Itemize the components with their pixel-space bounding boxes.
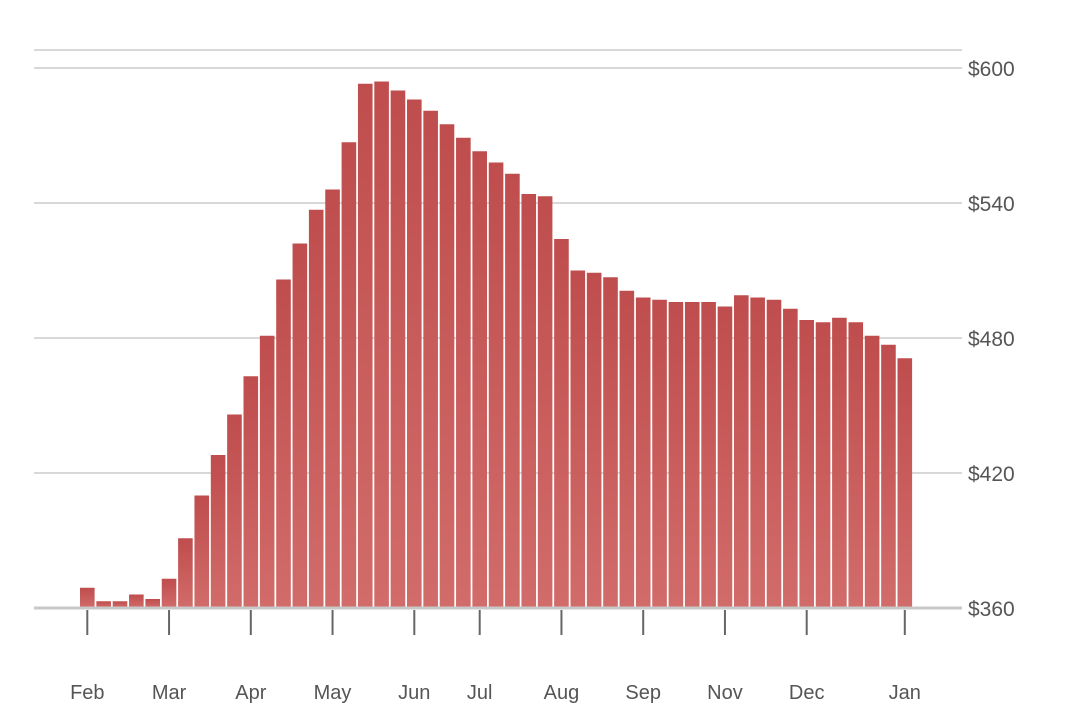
bar-series xyxy=(80,81,913,608)
bar xyxy=(194,495,210,608)
bar xyxy=(717,306,733,608)
x-tick-label: Nov xyxy=(707,682,743,704)
bar xyxy=(864,335,880,608)
bar xyxy=(341,142,357,608)
bar xyxy=(750,297,765,608)
bar xyxy=(145,599,160,608)
bar xyxy=(407,99,422,608)
bar xyxy=(227,414,242,608)
bar xyxy=(635,297,651,608)
bar xyxy=(799,320,814,608)
bar xyxy=(456,137,471,608)
x-axis: Feb Mar Apr May Jun Jul Aug Sep Nov Dec Jan xyxy=(70,610,921,704)
bar xyxy=(586,272,602,608)
y-tick-label: $540 xyxy=(968,193,1015,216)
bar xyxy=(897,358,913,608)
bar xyxy=(603,277,618,608)
x-tick-label: Sep xyxy=(625,682,661,704)
bar xyxy=(521,194,537,608)
bar xyxy=(96,601,111,608)
bar xyxy=(178,538,193,608)
bar xyxy=(766,299,782,608)
bar xyxy=(652,299,667,608)
bar xyxy=(815,322,831,608)
bar xyxy=(734,295,749,608)
bar xyxy=(357,83,373,608)
x-tick-label: Mar xyxy=(152,682,187,704)
y-tick-label: $420 xyxy=(968,463,1015,486)
bar xyxy=(292,243,308,608)
x-tick-label: Jul xyxy=(467,682,493,704)
bar xyxy=(472,151,487,608)
y-tick-label: $600 xyxy=(968,58,1015,81)
bar xyxy=(832,317,847,608)
bar xyxy=(276,279,291,608)
bar xyxy=(848,322,864,608)
bar xyxy=(783,308,798,608)
bar xyxy=(308,209,324,608)
bar xyxy=(881,344,896,608)
bar xyxy=(505,173,520,608)
bar xyxy=(701,302,716,608)
bar xyxy=(210,455,226,608)
x-tick-label: May xyxy=(314,682,352,704)
bar xyxy=(423,110,438,608)
bar xyxy=(390,90,406,608)
bar xyxy=(112,601,128,608)
bar xyxy=(129,594,144,608)
y-axis-labels: $360 $420 $480 $540 $600 xyxy=(968,58,1015,621)
y-tick-label: $480 xyxy=(968,328,1015,351)
bar xyxy=(439,124,455,608)
bar xyxy=(161,578,177,608)
x-tick-label: Feb xyxy=(70,682,104,704)
bar xyxy=(259,335,275,608)
bar xyxy=(668,302,684,608)
x-tick-label: Apr xyxy=(235,682,266,704)
bar xyxy=(325,189,340,608)
bar xyxy=(243,376,259,608)
bar xyxy=(80,587,95,608)
bar xyxy=(537,196,553,608)
bar xyxy=(684,302,700,608)
x-tick-label: Jun xyxy=(398,682,430,704)
x-tick-label: Aug xyxy=(544,682,580,704)
bar xyxy=(570,270,586,608)
y-tick-label: $360 xyxy=(968,598,1015,621)
bar xyxy=(488,162,504,608)
bar xyxy=(619,290,635,608)
x-tick-label: Jan xyxy=(889,682,921,704)
bar xyxy=(374,81,389,608)
bar xyxy=(554,239,569,608)
x-tick-label: Dec xyxy=(789,682,825,704)
